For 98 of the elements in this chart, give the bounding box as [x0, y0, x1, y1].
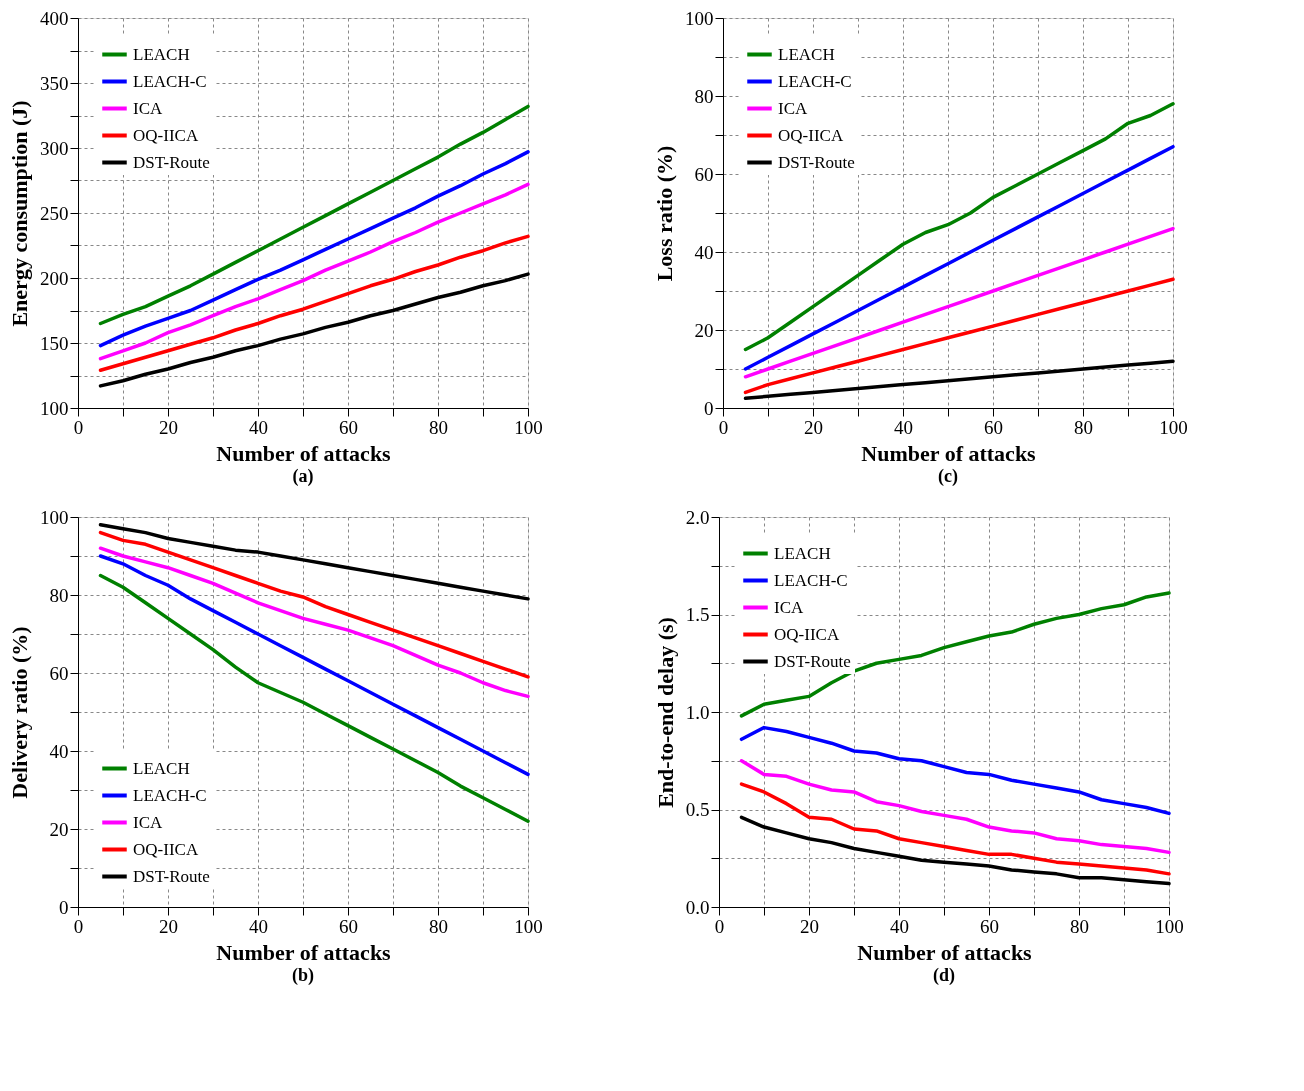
legend-label: OQ-IICA: [774, 624, 840, 644]
y-axis-title: Loss ratio (%): [652, 145, 677, 282]
legend-label: ICA: [778, 98, 808, 118]
legend-label: LEACH-C: [133, 71, 207, 91]
x-tick-label: 60: [980, 915, 999, 937]
x-tick-label: 80: [429, 915, 448, 937]
line-series: [743, 226, 1175, 379]
legend-label: LEACH: [133, 758, 190, 778]
legend-label: LEACH-C: [774, 570, 848, 590]
y-tick-label: 0.5: [685, 799, 710, 820]
x-tick-label: 100: [514, 416, 543, 438]
x-tick-label: 80: [429, 416, 448, 438]
y-tick-label: 100: [40, 397, 69, 419]
x-tick-label: 20: [804, 416, 823, 438]
y-tick-label: 350: [40, 72, 69, 94]
y-tick-label: 100: [685, 7, 714, 29]
text: (b): [292, 965, 314, 986]
x-tick-label: 60: [339, 915, 358, 937]
legend-label: DST-Route: [774, 651, 851, 671]
y-tick-label: 80: [694, 85, 714, 107]
legend-label: OQ-IICA: [133, 839, 199, 859]
line-series: [98, 554, 530, 777]
y-tick-label: 80: [49, 584, 69, 606]
legend-label: DST-Route: [133, 152, 210, 172]
y-tick-label: 0: [59, 896, 69, 918]
y-tick-label: 0: [704, 397, 714, 419]
line-series: [98, 150, 530, 348]
y-tick-label: 400: [40, 7, 69, 29]
x-tick-label: 80: [1070, 915, 1089, 937]
line-series: [743, 102, 1175, 352]
text: (a): [292, 466, 314, 487]
line-series: [98, 272, 530, 388]
y-tick-label: 40: [49, 740, 69, 762]
legend-label: OQ-IICA: [778, 125, 844, 145]
x-tick-label: 0: [73, 915, 84, 937]
legend-label: ICA: [774, 597, 804, 617]
legend-label: ICA: [133, 98, 163, 118]
y-axis-title: End-to-end delay (s): [652, 617, 678, 808]
y-tick-label: 1.0: [685, 701, 710, 723]
line-series: [98, 523, 530, 601]
y-tick-label: 150: [40, 332, 69, 354]
x-tick-label: 60: [339, 416, 358, 438]
x-axis-title: Number of attacks: [216, 440, 392, 466]
x-tick-label: 40: [249, 416, 268, 438]
line-series: [743, 144, 1175, 371]
x-tick-label: 0: [718, 416, 729, 438]
x-tick-label: 100: [514, 915, 543, 937]
x-axis-title: Number of attacks: [861, 440, 1037, 466]
y-tick-label: 250: [40, 202, 69, 224]
y-tick-label: 60: [694, 163, 714, 185]
y-tick-label: 100: [40, 506, 69, 528]
y-tick-label: 20: [49, 818, 69, 840]
line-series: [98, 182, 530, 361]
legend-label: LEACH: [778, 44, 835, 64]
line-series: [743, 277, 1175, 395]
line-series: [739, 591, 1171, 718]
y-tick-label: 40: [694, 241, 714, 263]
x-tick-label: 20: [800, 915, 819, 937]
legend-label: LEACH-C: [133, 785, 207, 805]
legend-label: OQ-IICA: [133, 125, 199, 145]
line-series: [98, 530, 530, 679]
legend-label: DST-Route: [133, 866, 210, 886]
y-tick-label: 0.0: [685, 896, 710, 918]
y-axis-title: Energy consumption (J): [7, 100, 32, 327]
x-tick-label: 60: [984, 416, 1003, 438]
line-series: [739, 759, 1171, 855]
x-tick-label: 40: [890, 915, 909, 937]
y-tick-label: 2.0: [685, 506, 710, 528]
legend-label: LEACH: [133, 44, 190, 64]
y-tick-label: 20: [694, 319, 714, 341]
x-tick-label: 20: [159, 416, 178, 438]
text: (c): [938, 466, 958, 487]
x-tick-label: 0: [73, 416, 84, 438]
x-tick-label: 40: [894, 416, 913, 438]
line-series: [739, 782, 1171, 876]
line-series: [739, 815, 1171, 886]
x-tick-label: 40: [249, 915, 268, 937]
x-axis-title: Number of attacks: [857, 939, 1033, 965]
text: (d): [933, 965, 955, 986]
y-tick-label: 60: [49, 662, 69, 684]
x-tick-label: 100: [1155, 915, 1184, 937]
line-series: [98, 104, 530, 326]
y-tick-label: 200: [40, 267, 69, 289]
x-axis-title: Number of attacks: [216, 939, 392, 965]
x-tick-label: 20: [159, 915, 178, 937]
line-series: [98, 234, 530, 373]
legend-label: DST-Route: [778, 152, 855, 172]
legend-label: LEACH: [774, 543, 831, 563]
legend-label: ICA: [133, 812, 163, 832]
x-tick-label: 80: [1074, 416, 1093, 438]
y-tick-label: 300: [40, 137, 69, 159]
y-tick-label: 1.5: [685, 604, 710, 625]
line-series: [739, 725, 1171, 816]
y-axis-title: Delivery ratio (%): [7, 626, 32, 799]
line-series: [743, 359, 1175, 400]
legend-label: LEACH-C: [778, 71, 852, 91]
line-series: [98, 546, 530, 699]
x-tick-label: 100: [1159, 416, 1188, 438]
